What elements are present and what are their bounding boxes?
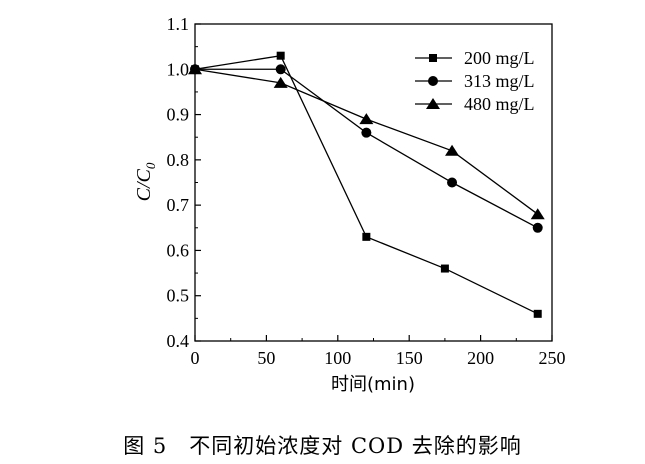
y-tick-label: 0.5 xyxy=(167,286,190,306)
y-tick-label: 0.6 xyxy=(167,240,190,260)
data-point xyxy=(530,208,545,220)
data-point xyxy=(359,113,374,125)
y-tick-label: 0.4 xyxy=(167,331,190,351)
x-tick-label: 200 xyxy=(467,348,494,368)
legend-marker xyxy=(428,76,438,86)
data-point xyxy=(273,76,288,88)
y-tick-label: 0.8 xyxy=(167,150,190,170)
figure-caption: 图 5 不同初始浓度对 COD 去除的影响 xyxy=(123,434,522,458)
data-point xyxy=(276,51,285,60)
x-tick-label: 100 xyxy=(324,348,351,368)
legend-marker xyxy=(426,98,440,109)
data-point xyxy=(440,264,449,273)
data-point xyxy=(533,309,542,318)
x-axis-label: 时间(min) xyxy=(331,374,415,395)
x-tick-label: 150 xyxy=(396,348,423,368)
legend-label: 480 mg/L xyxy=(464,94,535,114)
data-point xyxy=(532,222,543,233)
y-tick-label: 1.1 xyxy=(167,14,190,34)
data-point xyxy=(188,63,202,75)
series-square xyxy=(191,51,542,318)
y-axis-label: C/C0 xyxy=(133,162,158,201)
data-point xyxy=(275,64,286,75)
line-chart: 0 50 100 150 200 2500.40.50.60.70.80.91.01.1 … xyxy=(133,14,566,395)
data-point xyxy=(445,144,460,156)
legend-label: 313 mg/L xyxy=(464,71,535,91)
x-tick-label: 50 xyxy=(257,348,275,368)
data-point xyxy=(447,177,458,188)
y-tick-label: 0.7 xyxy=(167,195,190,215)
data-point xyxy=(362,232,371,241)
series-circle xyxy=(190,64,543,233)
x-tick-label: 250 xyxy=(539,348,566,368)
legend-marker xyxy=(429,54,437,62)
x-tick-label: 0 xyxy=(191,348,200,368)
legend-label: 200 mg/L xyxy=(464,48,535,68)
series-triangle xyxy=(188,63,545,220)
data-point xyxy=(361,127,372,138)
y-tick-label: 1.0 xyxy=(167,59,190,79)
series-line xyxy=(194,68,539,215)
y-tick-label: 0.9 xyxy=(167,105,190,125)
